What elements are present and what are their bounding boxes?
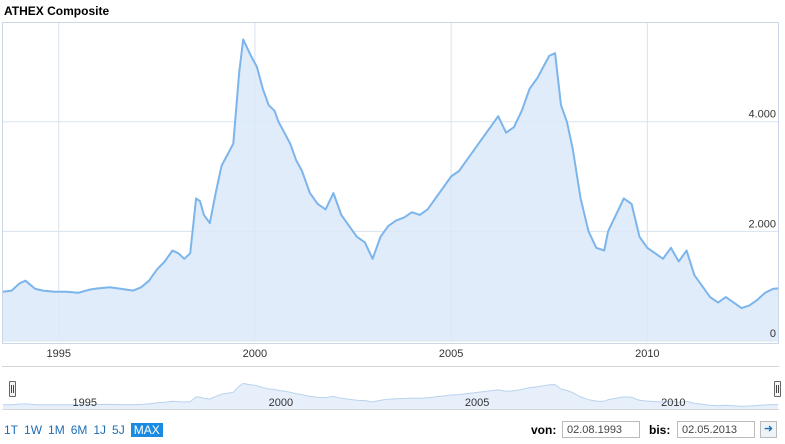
series-area	[2, 38, 779, 342]
x-axis-ticks: 1995 2000 2005 2010	[46, 348, 659, 360]
y-axis-ticks: 0 2.000 4.000	[748, 109, 776, 340]
to-label: bis:	[649, 423, 671, 437]
x-tick-label: 2000	[243, 348, 267, 360]
series-fill	[3, 39, 778, 342]
y-tick-label: 4.000	[748, 109, 776, 121]
x-tick-label: 2005	[439, 348, 463, 360]
range-button-1m[interactable]: 1M	[48, 423, 65, 437]
range-button-6m[interactable]: 6M	[70, 423, 88, 437]
to-date-input[interactable]	[677, 421, 755, 438]
x-tick-label: 1995	[46, 348, 70, 360]
range-button-1j[interactable]: 1J	[93, 423, 107, 437]
range-selector: 1T 1W 1M 6M 1J 5J MAX	[4, 423, 169, 437]
chart-frame	[2, 22, 779, 344]
series-line	[2, 38, 779, 310]
range-button-1w[interactable]: 1W	[24, 423, 43, 437]
y-tick-label: 0	[770, 328, 776, 340]
main-chart[interactable]: 0 2.000 4.000 1995 2000 2005 2010	[0, 0, 785, 366]
range-button-1t[interactable]: 1T	[4, 423, 19, 437]
chart-title: ATHEX Composite	[4, 4, 110, 18]
from-date-input[interactable]	[562, 421, 640, 438]
navigator-left-handle[interactable]	[9, 381, 16, 397]
range-button-5j[interactable]: 5J	[112, 423, 125, 437]
y-tick-label: 2.000	[748, 218, 776, 230]
arrow-right-icon: ➜	[763, 423, 774, 435]
range-button-max[interactable]: MAX	[130, 423, 163, 437]
from-label: von:	[531, 423, 557, 437]
navigator-right-handle[interactable]	[774, 381, 781, 397]
apply-dates-button[interactable]: ➜	[760, 421, 777, 438]
navigator-frame	[2, 366, 779, 410]
x-tick-label: 2010	[635, 348, 659, 360]
